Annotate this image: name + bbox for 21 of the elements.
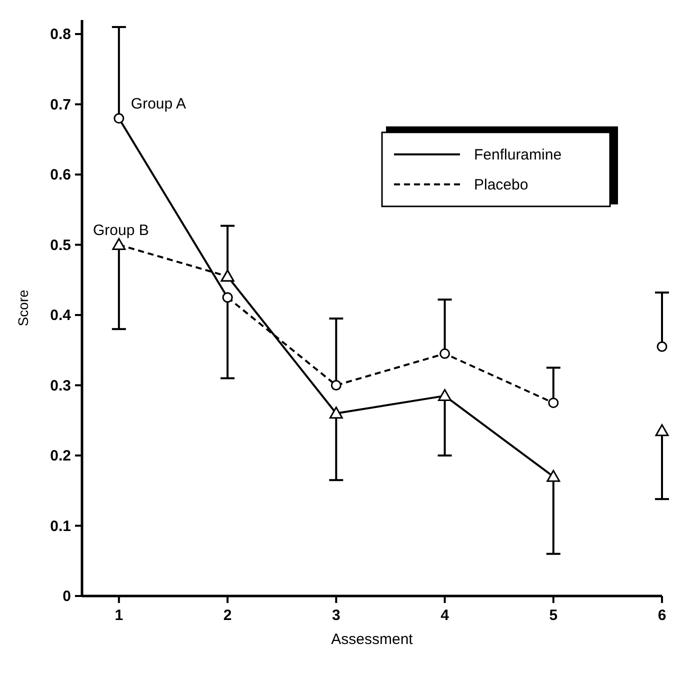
x-tick-label: 3	[332, 607, 340, 624]
y-axis-title: Score	[15, 290, 31, 326]
y-tick-label: 0	[62, 588, 71, 605]
x-axis-title: Assessment	[331, 631, 414, 648]
legend-label: Fenfluramine	[474, 146, 562, 164]
y-tick-label: 0.8	[50, 26, 71, 44]
x-tick-label: 5	[549, 607, 558, 624]
y-tick-label: 0.4	[50, 307, 72, 324]
y-tick-label: 0.2	[50, 448, 71, 465]
annotation: Group B	[92, 222, 149, 239]
y-tick-label: 0.6	[50, 166, 71, 184]
x-tick-label: 1	[114, 607, 124, 624]
y-tick-label: 0.5	[50, 236, 71, 254]
x-tick-label: 4	[440, 607, 450, 624]
y-tick-label: 0.1	[50, 518, 71, 535]
x-tick-label: 6	[658, 607, 666, 624]
y-tick-label: 0.3	[50, 377, 71, 394]
y-tick-label: 0.7	[50, 96, 71, 114]
x-tick-label: 2	[223, 607, 232, 624]
legend-label: Placebo	[474, 176, 528, 194]
annotation: Group A	[130, 95, 186, 112]
